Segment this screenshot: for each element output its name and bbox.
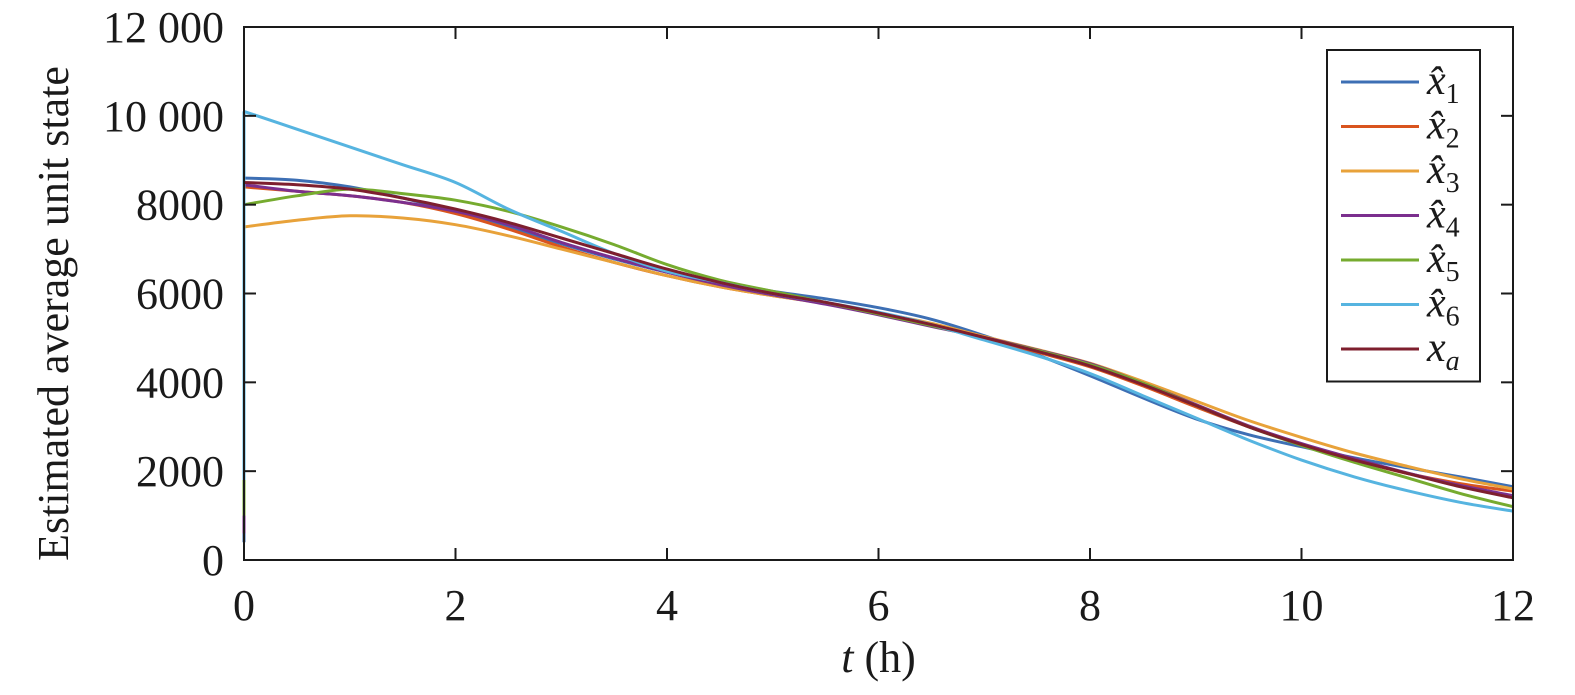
series-3 <box>242 214 1514 525</box>
series-3-line <box>243 214 1514 491</box>
legend-label-subscript: a <box>1446 346 1460 377</box>
legend-item-1: x̂1 <box>1341 58 1460 110</box>
legend: x̂1x̂2x̂3x̂4x̂5x̂6xa <box>1326 49 1481 383</box>
legend-label-symbol: x̂ <box>1426 103 1446 149</box>
legend-label-symbol: x <box>1426 325 1446 371</box>
legend-item-7: xa <box>1341 325 1460 377</box>
series-1-line <box>243 176 1514 489</box>
legend-label-subscript: 5 <box>1446 257 1460 288</box>
y-tick-label: 0 <box>202 536 224 585</box>
legend-label: x̂5 <box>1426 236 1460 288</box>
y-tick-label: 8000 <box>136 181 224 230</box>
x-axis-unit: (h) <box>853 633 915 682</box>
ticks-layer <box>243 26 1514 561</box>
series-2 <box>242 185 1514 503</box>
series-2-line <box>243 185 1514 493</box>
x-tick-label: 6 <box>868 581 890 630</box>
y-axis-label: Estimated average unit state <box>29 66 78 561</box>
series-7-line <box>243 181 1514 500</box>
legend-label-symbol: x̂ <box>1426 236 1446 282</box>
legend-label-subscript: 4 <box>1446 213 1460 244</box>
legend-item-3: x̂3 <box>1341 147 1460 199</box>
legend-item-5: x̂5 <box>1341 236 1460 288</box>
x-tick-label: 4 <box>656 581 678 630</box>
legend-item-4: x̂4 <box>1341 192 1460 244</box>
series-4 <box>242 183 1514 534</box>
plot-frame <box>243 26 1514 561</box>
legend-label-symbol: x̂ <box>1426 192 1446 238</box>
legend-label: x̂6 <box>1426 281 1460 333</box>
legend-label-symbol: x̂ <box>1426 281 1446 327</box>
series-7 <box>243 181 1514 500</box>
x-tick-label: 0 <box>233 581 255 630</box>
legend-label-subscript: 2 <box>1446 124 1460 155</box>
x-tick-label: 12 <box>1491 581 1535 630</box>
legend-label: x̂4 <box>1426 192 1460 244</box>
legend-label-subscript: 1 <box>1446 79 1460 110</box>
series-1 <box>242 176 1514 543</box>
legend-label: x̂1 <box>1426 58 1460 110</box>
y-tick-label: 12 000 <box>103 3 224 52</box>
legend-item-2: x̂2 <box>1341 103 1460 155</box>
legend-label-subscript: 3 <box>1446 168 1460 199</box>
y-tick-label: 10 000 <box>103 92 224 141</box>
x-tick-label: 10 <box>1280 581 1324 630</box>
legend-label: x̂2 <box>1426 103 1460 155</box>
x-tick-label: 8 <box>1079 581 1101 630</box>
x-axis-variable: t <box>841 633 855 682</box>
legend-label: x̂3 <box>1426 147 1460 199</box>
series-5-line <box>243 187 1514 509</box>
legend-label: xa <box>1426 325 1460 377</box>
legend-label-symbol: x̂ <box>1426 58 1446 104</box>
y-tick-label: 4000 <box>136 358 224 407</box>
x-axis-label: t (h) <box>841 633 916 682</box>
y-tick-label: 2000 <box>136 447 224 496</box>
legend-label-subscript: 6 <box>1446 302 1460 333</box>
legend-items: x̂1x̂2x̂3x̂4x̂5x̂6xa <box>1341 58 1460 377</box>
series-layer <box>242 109 1514 543</box>
legend-label-symbol: x̂ <box>1426 147 1446 193</box>
x-tick-label: 2 <box>445 581 467 630</box>
y-tick-label: 6000 <box>136 270 224 319</box>
legend-item-6: x̂6 <box>1341 281 1460 333</box>
series-4-line <box>243 183 1514 498</box>
